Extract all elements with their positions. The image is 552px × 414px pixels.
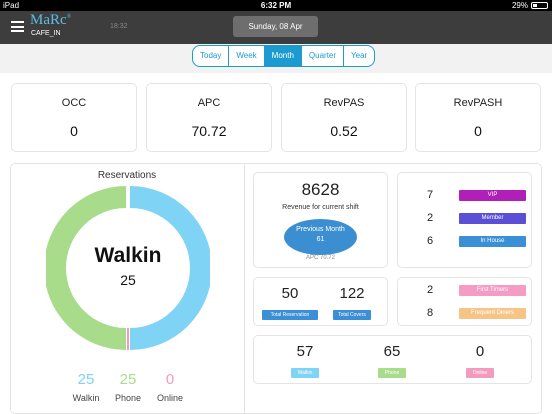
kpi-card-occ[interactable]: OCC 0 [11, 83, 137, 152]
tab-week[interactable]: Week [229, 46, 265, 66]
total-covers-badge[interactable]: Total Covers [333, 310, 371, 320]
previous-month-value: 61 [316, 236, 325, 243]
clock: 6:32 PM [260, 1, 292, 10]
donut-segment-phone [46, 186, 126, 350]
legend-value: 0 [165, 371, 175, 388]
vip-count: 7 [426, 189, 434, 201]
legend-label: Online [156, 393, 183, 403]
kpi-label: APC [197, 97, 221, 109]
date-picker[interactable]: Sunday, 08 Apr [233, 16, 318, 37]
period-tabs: Today Week Month Quarter Year [192, 45, 376, 67]
legend-value: 25 [119, 371, 137, 388]
online-stat-badge[interactable]: Online [466, 368, 494, 378]
first-timers-badge[interactable]: First Timers [459, 285, 526, 296]
kpi-label: RevPAS [323, 97, 365, 109]
revenue-value: 8628 [301, 180, 340, 199]
member-count: 2 [426, 212, 434, 224]
header-time: 18:32 [110, 23, 128, 30]
legend-value: 25 [77, 371, 95, 388]
tab-quarter[interactable]: Quarter [302, 46, 345, 66]
frequent-diners-count: 8 [426, 307, 434, 319]
panel-divider [244, 165, 245, 414]
kpi-value: 0.52 [330, 123, 358, 139]
walkin-stat-value: 57 [296, 343, 314, 360]
legend-label: Walkin [72, 393, 100, 403]
kpi-card-revpash[interactable]: RevPASH 0 [415, 83, 541, 152]
kpi-card-apc[interactable]: APC 70.72 [146, 83, 272, 152]
donut-center-label: Walkin [95, 244, 162, 267]
reservations-donut-chart[interactable]: Walkin 25 [46, 186, 210, 350]
kpi-value: 0 [474, 123, 482, 139]
previous-month-label: Previous Month [296, 226, 345, 233]
revenue-apc: APC 70.72 [305, 255, 336, 261]
battery-status: 29% [512, 1, 548, 10]
legend-label: Phone [114, 393, 142, 403]
status-bar: iPad 6:32 PM 29% [0, 0, 552, 11]
battery-percent: 29% [511, 1, 528, 10]
vip-badge[interactable]: VIP [459, 190, 526, 201]
donut-segment-online [127, 328, 129, 350]
legend-phone: 25 Phone [103, 371, 153, 403]
phone-stat-value: 65 [383, 343, 401, 360]
legend-walkin: 25 Walkin [61, 371, 111, 403]
kpi-card-revpas[interactable]: RevPAS 0.52 [281, 83, 407, 152]
in-house-badge[interactable]: In House [459, 236, 526, 247]
first-timers-count: 2 [426, 284, 434, 296]
app-header: MaRc® CAFE_IN 18:32 Sunday, 08 Apr [0, 11, 552, 44]
walkin-stat-badge[interactable]: Walkin [291, 368, 319, 378]
tab-today[interactable]: Today [193, 46, 230, 66]
member-badge[interactable]: Member [459, 213, 526, 224]
app-logo: MaRc® [30, 12, 72, 28]
total-reservation-value: 50 [281, 285, 299, 302]
outlet-name: CAFE_IN [31, 30, 61, 37]
donut-center-value: 25 [120, 272, 136, 288]
revenue-label: Revenue for current shift [282, 204, 359, 211]
kpi-label: RevPASH [453, 97, 503, 109]
phone-stat-badge[interactable]: Phone [378, 368, 406, 378]
reservations-title: Reservations [97, 170, 157, 181]
kpi-value: 70.72 [191, 123, 227, 139]
device-name: iPad [3, 1, 20, 10]
online-stat-value: 0 [475, 343, 485, 360]
battery-icon [531, 2, 548, 9]
total-covers-value: 122 [339, 285, 365, 302]
tab-year[interactable]: Year [351, 51, 368, 60]
frequent-diners-badge[interactable]: Frequent Diners [459, 308, 526, 319]
kpi-label: OCC [61, 97, 87, 109]
tab-month[interactable]: Month [264, 46, 302, 66]
previous-month-button[interactable]: Previous Month 61 [284, 219, 357, 255]
in-house-count: 6 [426, 235, 434, 247]
donut-segment-walkin [130, 186, 210, 350]
legend-online: 0 Online [145, 371, 195, 403]
total-reservation-badge[interactable]: Total Reservation [262, 310, 318, 320]
hamburger-menu-icon[interactable] [11, 21, 24, 32]
kpi-value: 0 [70, 123, 78, 139]
